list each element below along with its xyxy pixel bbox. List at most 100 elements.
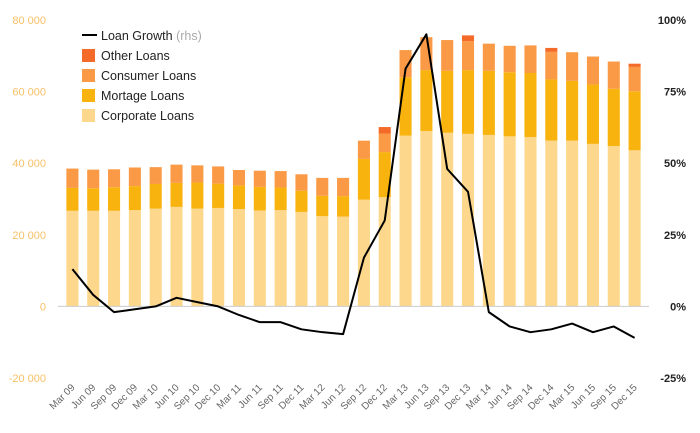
bar-mortage-loans <box>545 79 558 141</box>
left-tick-label: -20 000 <box>9 373 46 385</box>
left-axis: -20 000 0 20 000 40 000 60 000 80 000 <box>9 15 46 385</box>
bar-mortage-loans <box>586 84 599 144</box>
legend-label-consumer: Consumer Loans <box>101 69 196 83</box>
bar-consumer-loans <box>253 170 266 187</box>
bar-corporate-loans <box>461 133 475 307</box>
bar-other-loans <box>545 47 558 52</box>
bar-corporate-loans <box>232 209 246 307</box>
right-tick-label: -25% <box>660 373 686 385</box>
bar-stacks <box>66 35 641 307</box>
bar-mortage-loans <box>357 158 370 200</box>
left-tick-label: 0 <box>40 301 46 313</box>
bar-mortage-loans <box>420 70 433 131</box>
bar-mortage-loans <box>274 187 287 211</box>
bar-corporate-loans <box>253 210 266 307</box>
bar-consumer-loans <box>420 37 433 71</box>
legend-swatch-corporate <box>82 109 95 122</box>
bar-mortage-loans <box>461 70 475 134</box>
legend-swatch-consumer <box>82 69 95 82</box>
bar-consumer-loans <box>566 52 579 81</box>
bar-consumer-loans <box>337 177 350 197</box>
bar-mortage-loans <box>628 91 641 151</box>
bar-consumer-loans <box>66 168 79 188</box>
bar-mortage-loans <box>212 183 225 208</box>
right-tick-label: 100% <box>658 15 686 27</box>
bar-consumer-loans <box>524 45 537 73</box>
bar-mortage-loans <box>191 182 204 209</box>
bar-consumer-loans <box>232 170 246 186</box>
bar-corporate-loans <box>108 210 121 307</box>
legend-swatch-other <box>82 49 95 62</box>
bar-mortage-loans <box>253 186 266 211</box>
right-tick-label: 75% <box>664 87 686 99</box>
bar-mortage-loans <box>337 196 350 217</box>
bar-corporate-loans <box>482 134 495 307</box>
bar-consumer-loans <box>149 167 162 184</box>
bar-consumer-loans <box>316 177 329 196</box>
bar-consumer-loans <box>503 45 516 73</box>
bar-other-loans <box>378 127 391 134</box>
bar-consumer-loans <box>607 61 620 89</box>
bar-consumer-loans <box>274 171 287 188</box>
bar-corporate-loans <box>566 140 579 307</box>
bar-other-loans <box>628 63 641 67</box>
bar-mortage-loans <box>378 152 391 198</box>
bar-corporate-loans <box>357 199 370 307</box>
bar-mortage-loans <box>441 70 454 133</box>
bar-mortage-loans <box>149 183 162 209</box>
bar-consumer-loans <box>441 40 454 71</box>
bar-corporate-loans <box>337 216 350 307</box>
bar-consumer-loans <box>357 140 370 159</box>
bar-other-loans <box>461 35 475 42</box>
bar-mortage-loans <box>170 182 183 207</box>
bar-consumer-loans <box>482 43 495 71</box>
legend-swatch-mortage <box>82 89 95 102</box>
left-tick-label: 40 000 <box>12 158 46 170</box>
bar-corporate-loans <box>128 210 141 307</box>
bar-corporate-loans <box>545 140 558 307</box>
bar-corporate-loans <box>441 132 454 307</box>
bar-mortage-loans <box>295 190 308 212</box>
bar-consumer-loans <box>108 169 121 188</box>
right-tick-label: 50% <box>664 158 686 170</box>
bar-consumer-loans <box>545 51 558 80</box>
bar-mortage-loans <box>524 72 537 138</box>
bar-corporate-loans <box>274 210 287 307</box>
bar-mortage-loans <box>66 187 79 211</box>
bar-mortage-loans <box>607 88 620 147</box>
bar-corporate-loans <box>212 207 225 307</box>
bar-mortage-loans <box>87 188 100 211</box>
bar-mortage-loans <box>503 72 516 137</box>
bar-consumer-loans <box>212 166 225 184</box>
left-tick-label: 60 000 <box>12 87 46 99</box>
bar-mortage-loans <box>566 80 579 141</box>
bar-mortage-loans <box>232 185 246 210</box>
legend-line-label: Loan Growth (rhs) <box>101 29 202 43</box>
right-axis: -25% 0% 25% 50% 75% 100% <box>658 15 686 385</box>
legend-label-corporate: Corporate Loans <box>101 109 194 123</box>
left-tick-label: 20 000 <box>12 230 46 242</box>
left-tick-label: 80 000 <box>12 15 46 27</box>
bar-corporate-loans <box>503 136 516 307</box>
bar-corporate-loans <box>420 130 433 307</box>
bar-corporate-loans <box>295 211 308 307</box>
loan-growth-line <box>71 33 636 339</box>
right-tick-label: 0% <box>670 301 686 313</box>
bar-corporate-loans <box>628 150 641 307</box>
bar-consumer-loans <box>399 50 412 78</box>
bar-corporate-loans <box>399 135 412 307</box>
bar-corporate-loans <box>149 208 162 307</box>
bar-consumer-loans <box>87 169 100 189</box>
legend: Loan Growth (rhs) Other Loans Consumer L… <box>82 29 202 123</box>
bar-corporate-loans <box>170 206 183 307</box>
bar-consumer-loans <box>128 167 141 187</box>
bar-consumer-loans <box>628 66 641 92</box>
bar-mortage-loans <box>482 70 495 135</box>
bar-corporate-loans <box>87 210 100 307</box>
bar-mortage-loans <box>128 186 141 211</box>
legend-label-other: Other Loans <box>101 49 170 63</box>
bar-corporate-loans <box>524 137 537 307</box>
bar-consumer-loans <box>461 41 475 71</box>
